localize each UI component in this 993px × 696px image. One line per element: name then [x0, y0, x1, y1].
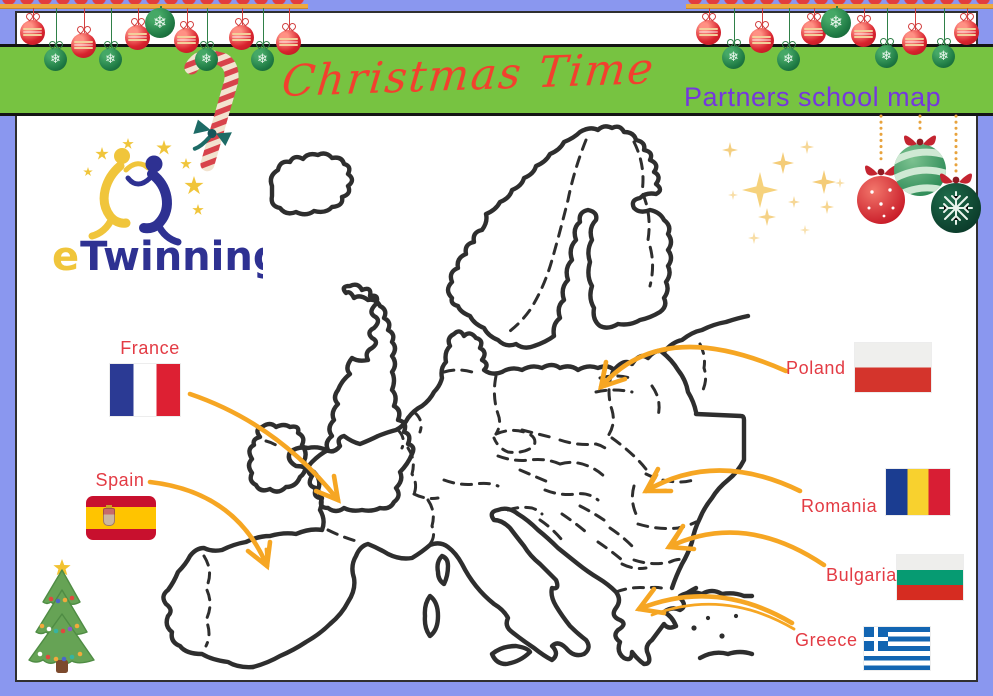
aegean-island [691, 625, 697, 631]
greece-flag-canton [864, 627, 888, 651]
poland-flag [855, 343, 931, 392]
coastline-mediterranean [250, 506, 699, 670]
page-subtitle: Partners school map [684, 82, 942, 112]
coastline-atlantic-baltic [161, 313, 751, 670]
coastline-great-britain [305, 282, 416, 514]
country-borders-dashed [202, 138, 708, 648]
coastline-scandinavia [445, 124, 674, 350]
ornament-trio [857, 114, 981, 233]
coastline-turkey-south [697, 649, 755, 661]
greece-flag [864, 627, 930, 670]
tree-lights-icon [37, 595, 83, 662]
dark-snowflake-bauble-icon [931, 173, 981, 233]
arrow-romania [642, 466, 803, 494]
christmas-tree-icon [28, 559, 95, 673]
arrow-spain [147, 479, 273, 571]
country-label-bulgaria: Bulgaria [826, 565, 897, 585]
green-banner [0, 44, 993, 116]
bead-chain-icon [879, 114, 958, 174]
logo-figures-icon [88, 148, 182, 246]
coastline-sicily [489, 643, 533, 667]
red-stars-bauble-icon [857, 165, 905, 224]
country-label-romania: Romania [801, 496, 878, 516]
coastline-corsica [435, 553, 451, 587]
arrow-greece [634, 586, 796, 631]
arrow-france [187, 391, 341, 504]
coastline-ireland [246, 421, 308, 494]
coastline-sardinia [422, 593, 441, 639]
france-flag [110, 364, 180, 416]
logo-wordmark: eTwinning [52, 234, 263, 280]
bulgaria-flag [897, 555, 963, 600]
spain-flag [86, 496, 156, 540]
aegean-island [733, 613, 739, 619]
coastline-turkey-north [677, 588, 755, 599]
country-label-spain: Spain [95, 470, 145, 490]
page-background [15, 11, 978, 682]
coastline-iceland [268, 151, 355, 217]
green-striped-bauble-icon [894, 135, 946, 196]
aegean-island [705, 615, 711, 621]
aegean-island [719, 633, 725, 639]
arrow-poland [597, 344, 789, 391]
spain-crest-icon [103, 505, 115, 526]
etwinning-logo: eTwinning [52, 138, 263, 280]
coastline-baltic-east [659, 349, 699, 415]
arrow-bulgaria [664, 523, 827, 568]
country-label-poland: Poland [786, 358, 846, 378]
country-label-france: France [120, 338, 180, 358]
coastline-blacksea [669, 411, 747, 591]
logo-stars-icon [83, 138, 204, 215]
romania-flag [886, 469, 950, 515]
country-label-greece: Greece [795, 630, 858, 650]
